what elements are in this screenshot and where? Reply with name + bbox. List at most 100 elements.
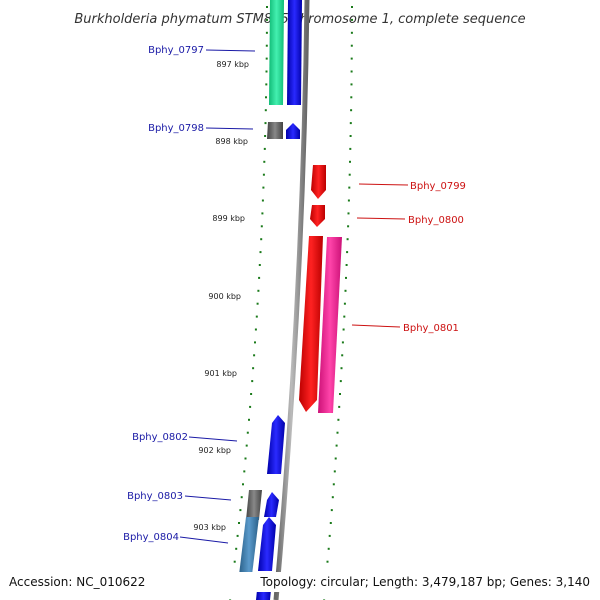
scale-tick [235,547,238,550]
scale-tick [333,470,336,473]
scale-tick [261,199,264,202]
scale-tick [265,96,267,99]
scale-tick [335,444,338,447]
scale-tick [248,418,250,421]
gene-bphy-0804[interactable]: Bphy_0804 [123,517,276,575]
gene-arrow [267,415,285,474]
scale-tick [344,289,347,292]
scale-tick [328,534,331,537]
scale-tick [327,547,330,550]
gene-arrow [310,205,325,227]
scale-tick [243,470,246,473]
gene-label: Bphy_0799 [410,181,466,192]
gene-label: Bphy_0804 [123,532,179,543]
scale-tick [252,367,255,370]
gene-bar [318,237,342,413]
gene-bphy-0802[interactable]: Bphy_0802 [132,415,285,474]
label-leader [184,495,232,501]
scale-tick [265,70,268,73]
scale-tick [244,457,247,460]
gene-arrow [311,165,326,199]
gene-label: Bphy_0801 [403,323,459,334]
tick-label: 898 kbp [215,137,248,146]
gene-label: Bphy_0800 [408,215,464,226]
scale-tick [266,6,268,8]
scale-tick [341,354,344,357]
scale-tick [331,496,334,499]
gene-bphy-0801[interactable]: Bphy_0801 [299,236,459,413]
summary-text: Topology: circular; Length: 3,479,187 bp… [259,575,590,589]
scale-tick [347,199,350,202]
scale-tick [266,18,268,21]
gene-arrow [299,236,323,412]
scale-tick [255,315,258,318]
tick-label: 899 kbp [212,214,245,223]
gene-bar [246,490,262,520]
scale-tick [242,483,244,486]
scale-tick [265,83,268,86]
scale-tick [350,31,353,34]
gene-bphy-0799[interactable]: Bphy_0799 [311,165,466,199]
scale-tick [265,44,268,47]
accession-text: Accession: NC_010622 [9,575,145,589]
tick-label: 903 kbp [193,523,226,532]
scale-tick [345,276,347,279]
scale-tick [349,147,352,150]
gene-bphy-0800[interactable]: Bphy_0800 [310,205,464,227]
scale-tick [330,509,333,512]
scale-tick [332,483,335,486]
scale-tick [260,238,263,241]
gene-arrow [286,123,300,139]
scale-tick [246,431,249,434]
gene-bphy-0803[interactable]: Bphy_0803 [127,490,279,520]
gene-bphy-0798[interactable]: Bphy_0798 [148,122,300,139]
scale-tick [262,173,265,176]
scale-tick [259,251,262,254]
scale-tick [337,418,340,421]
gene-arrow [264,492,279,517]
scale-tick [349,122,352,125]
label-leader [179,536,229,544]
scale-tick [257,289,260,292]
scale-tick [349,135,352,137]
label-leader [356,217,406,220]
tick-labels: 897 kbp 898 kbp 899 kbp 900 kbp 901 kbp … [193,60,249,532]
scale-tick [261,212,264,215]
scale-tracks [229,6,353,600]
scale-tick [233,560,236,563]
scale-tick [240,496,243,499]
tick-label: 897 kbp [216,60,249,69]
gene-bar [267,122,283,139]
scale-tick [350,96,353,99]
scale-tick [334,457,337,460]
scale-tick [347,212,350,215]
gene-bar [239,517,259,575]
gene-bar [287,0,302,105]
scale-tick [263,147,266,150]
gene-label: Bphy_0803 [127,491,183,502]
gene-label: Bphy_0797 [148,45,204,56]
scale-tick [254,341,256,344]
scale-tick [258,276,261,279]
scale-tick [350,83,353,86]
gene-bphy-0797[interactable]: Bphy_0797 [148,0,302,105]
scale-tick [263,160,266,163]
scale-tick [340,367,343,370]
scale-tick [348,186,351,189]
scale-tick [351,18,353,21]
gene-arrow [258,517,276,571]
scale-tick [345,264,348,266]
scale-tick [250,393,253,395]
scale-tick [253,354,256,357]
chromosome-backbone [273,0,310,600]
scale-tick [343,315,346,318]
gene-label: Bphy_0798 [148,123,204,134]
scale-tick [254,328,257,331]
scale-tick [350,109,353,112]
scale-tick [350,57,353,60]
scale-tick [351,6,353,8]
gene-bar [269,0,284,105]
scale-tick [264,109,267,112]
scale-tick [265,31,268,34]
